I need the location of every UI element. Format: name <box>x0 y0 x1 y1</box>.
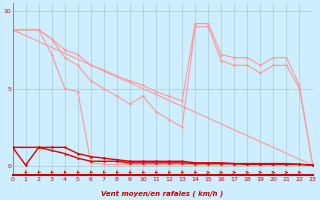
X-axis label: Vent moyen/en rafales ( km/h ): Vent moyen/en rafales ( km/h ) <box>101 190 224 197</box>
